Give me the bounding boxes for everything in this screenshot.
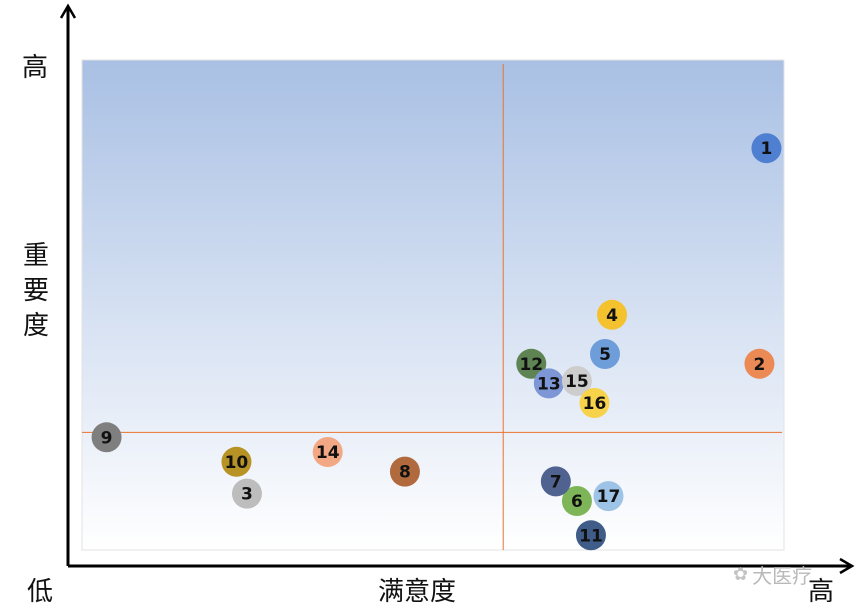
point-marker-6 xyxy=(561,486,592,516)
point-marker-17 xyxy=(593,481,624,512)
point-marker-1 xyxy=(751,133,782,164)
point-11: 11 xyxy=(575,520,606,551)
point-label-1: 1 xyxy=(761,139,773,159)
point-marker-11 xyxy=(575,520,606,551)
point-label-12: 12 xyxy=(519,355,543,375)
point-14: 14 xyxy=(312,437,343,467)
point-marker-9 xyxy=(91,422,122,453)
point-16: 16 xyxy=(579,388,610,418)
point-label-15: 15 xyxy=(565,372,589,392)
point-1: 1 xyxy=(751,133,782,164)
point-label-11: 11 xyxy=(579,526,603,546)
point-label-2: 2 xyxy=(754,355,766,375)
watermark-text: 大医疗 xyxy=(752,564,813,588)
point-label-7: 7 xyxy=(550,472,562,492)
point-marker-8 xyxy=(389,456,420,487)
point-13: 13 xyxy=(533,368,564,399)
point-label-17: 17 xyxy=(597,487,621,507)
point-15: 15 xyxy=(561,365,592,396)
point-9: 9 xyxy=(91,422,122,453)
x-axis-label: 满意度 xyxy=(378,577,456,607)
point-label-8: 8 xyxy=(399,463,411,483)
point-17: 17 xyxy=(593,481,624,512)
point-marker-13 xyxy=(533,368,564,399)
point-marker-4 xyxy=(597,299,628,330)
point-4: 4 xyxy=(597,299,628,330)
point-marker-16 xyxy=(579,388,610,418)
point-label-6: 6 xyxy=(571,492,583,512)
point-marker-14 xyxy=(312,437,343,467)
point-label-3: 3 xyxy=(241,485,253,505)
point-marker-15 xyxy=(561,365,592,396)
x-low-label: 低 xyxy=(27,577,53,607)
plot-area xyxy=(81,59,785,551)
y-axis-arrow xyxy=(59,3,77,19)
point-12: 12 xyxy=(516,348,547,379)
watermark: ✿ 大医疗 xyxy=(733,560,812,589)
point-marker-5 xyxy=(589,339,620,369)
point-marker-2 xyxy=(744,348,775,379)
point-label-10: 10 xyxy=(225,453,249,473)
point-marker-3 xyxy=(231,478,262,509)
point-label-16: 16 xyxy=(583,394,607,414)
point-2: 2 xyxy=(744,348,775,379)
point-10: 10 xyxy=(221,446,252,477)
point-8: 8 xyxy=(389,456,420,487)
point-label-13: 13 xyxy=(537,374,561,394)
point-7: 7 xyxy=(540,466,571,497)
point-label-14: 14 xyxy=(316,443,340,463)
point-3: 3 xyxy=(231,478,262,509)
point-6: 6 xyxy=(561,486,592,516)
point-marker-10 xyxy=(221,446,252,477)
point-marker-12 xyxy=(516,348,547,379)
point-marker-7 xyxy=(540,466,571,497)
y-axis-label: 重 要 度 xyxy=(23,241,57,341)
point-label-4: 4 xyxy=(606,306,618,326)
point-label-5: 5 xyxy=(599,345,611,365)
y-high-label: 高 xyxy=(22,53,48,83)
x-axis-arrow xyxy=(839,557,855,575)
point-5: 5 xyxy=(589,339,620,369)
point-label-9: 9 xyxy=(101,428,113,448)
wechat-icon: ✿ xyxy=(733,564,749,585)
x-high-label: 高 xyxy=(808,577,834,607)
